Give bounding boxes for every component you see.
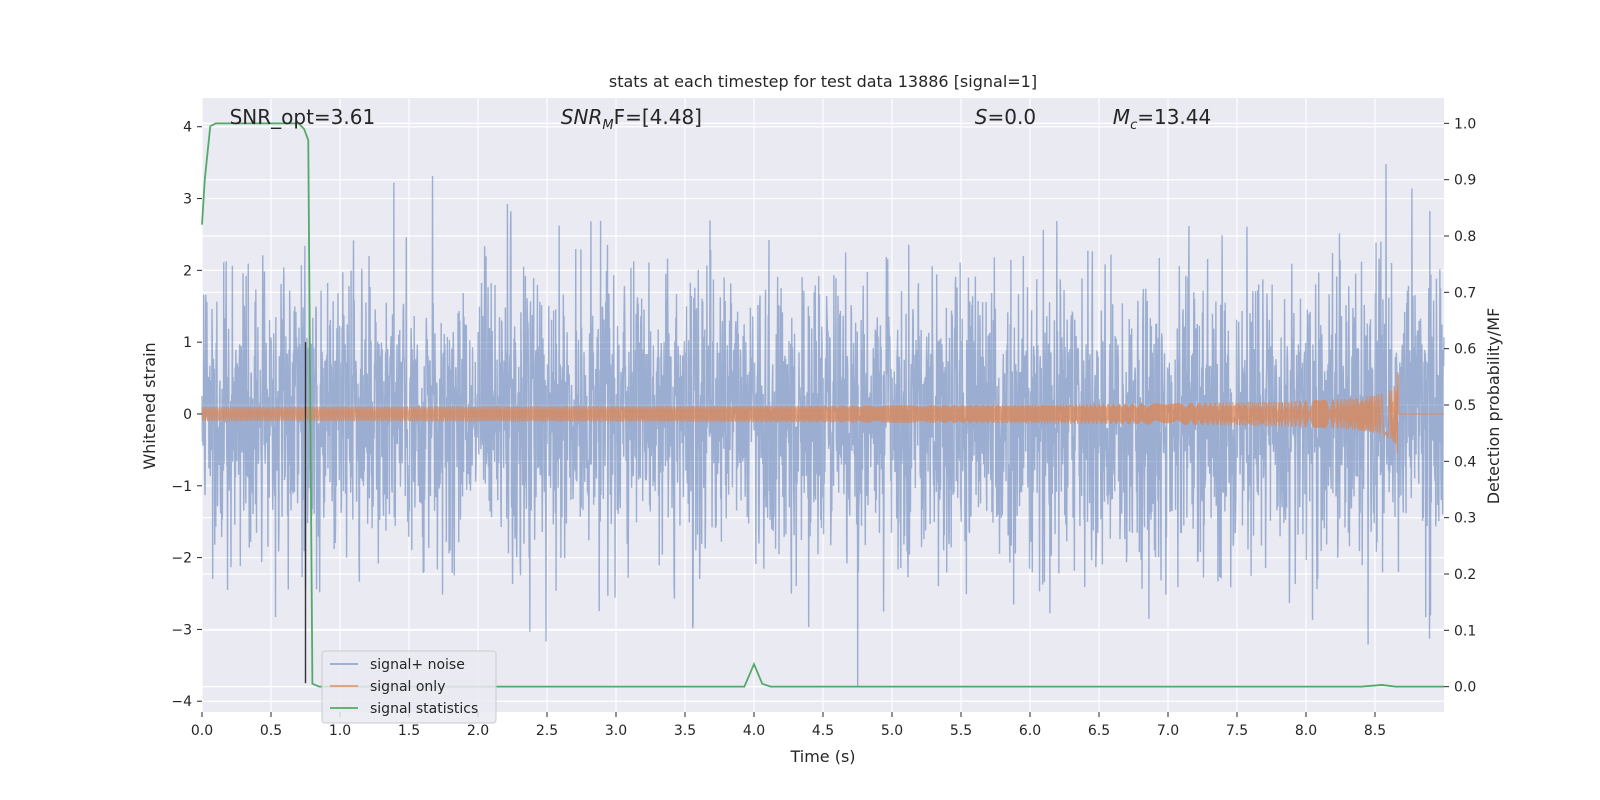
annotations: SNR_opt=3.61 SNRMF=[4.48] S=0.0 Mc=13.44 (230, 105, 1212, 133)
line-signal-noise (201, 164, 1445, 687)
x-tick-label: 3.0 (605, 723, 627, 739)
annotation-0: SNR_opt=3.61 (230, 105, 376, 129)
y2-tick-label: 0.4 (1454, 454, 1476, 470)
annotation-3: Mc=13.44 (1113, 105, 1211, 133)
y-tick-label: −2 (171, 551, 192, 567)
x-axis-label: Time (s) (789, 747, 855, 766)
legend-label-signal-only: signal only (370, 679, 445, 695)
x-tick-label: 5.0 (881, 723, 903, 739)
annotation-2: S=0.0 (975, 105, 1036, 129)
y-tick-label: −3 (171, 622, 192, 638)
plot-area (201, 98, 1445, 712)
x-tick-label: 2.0 (467, 723, 489, 739)
x-tick-label: 7.0 (1157, 723, 1179, 739)
legend-box (321, 650, 497, 724)
x-tick-label: 6.0 (1019, 723, 1041, 739)
x-tick-label: 0.0 (191, 723, 213, 739)
legend: signal+ noise signal only signal statist… (321, 650, 497, 724)
y-tick-label: 4 (183, 120, 192, 136)
y2-tick-label: 0.2 (1454, 567, 1476, 583)
y-tick-label: −4 (171, 694, 192, 710)
annotation-1: SNRMF=[4.48] (561, 105, 702, 133)
x-tick-label: 8.0 (1295, 723, 1317, 739)
y2-tick-label: 0.7 (1454, 285, 1476, 301)
y2-tick-label: 0.9 (1454, 173, 1476, 189)
x-tick-label: 1.0 (329, 723, 351, 739)
x-tick-label: 5.5 (950, 723, 972, 739)
x-tick-label: 4.5 (812, 723, 834, 739)
x-tick-label: 0.5 (260, 723, 282, 739)
y2-tick-label: 0.5 (1454, 398, 1476, 414)
y2-tick-label: 1.0 (1454, 116, 1476, 132)
chart-title: stats at each timestep for test data 138… (609, 72, 1037, 91)
legend-label-signal-statistics: signal statistics (370, 701, 478, 717)
y-tick-label: 2 (183, 263, 192, 279)
y2-tick-label: 0.3 (1454, 511, 1476, 527)
series-signal-only (201, 372, 1444, 454)
y2-axis-ticks: 0.0 0.1 0.2 0.3 0.4 0.5 0.6 0.7 0.8 0.9 1.0 (1444, 116, 1476, 696)
x-tick-label: 7.5 (1226, 723, 1248, 739)
y2-tick-label: 0.8 (1454, 229, 1476, 245)
x-tick-label: 3.5 (674, 723, 696, 739)
y-tick-label: 3 (183, 192, 192, 208)
legend-label-signal-noise: signal+ noise (370, 657, 465, 673)
y-axis-ticks: −4 −3 −2 −1 0 1 2 3 4 (171, 120, 202, 710)
y2-axis-label: Detection probability/MF (1484, 308, 1503, 505)
x-tick-label: 1.5 (398, 723, 420, 739)
series-signal-statistics (201, 122, 1444, 688)
x-tick-label: 6.5 (1088, 723, 1110, 739)
series-signal-noise (201, 164, 1445, 687)
x-axis-ticks: 0.0 0.5 1.0 1.5 2.0 2.5 3.0 3.5 4.0 4.5 5.0 5.5 6.0 6… (191, 712, 1386, 739)
line-signal-statistics (201, 122, 1444, 688)
x-tick-label: 4.0 (743, 723, 765, 739)
x-tick-label: 2.5 (536, 723, 558, 739)
line-signal-only (201, 372, 1444, 454)
y-tick-label: −1 (171, 479, 192, 495)
y-axis-label: Whitened strain (140, 342, 159, 469)
y-tick-label: 0 (183, 407, 192, 423)
x-tick-label: 8.5 (1364, 723, 1386, 739)
y2-tick-label: 0.6 (1454, 342, 1476, 358)
y2-tick-label: 0.0 (1454, 680, 1476, 696)
y-tick-label: 1 (183, 335, 192, 351)
y2-tick-label: 0.1 (1454, 623, 1476, 639)
